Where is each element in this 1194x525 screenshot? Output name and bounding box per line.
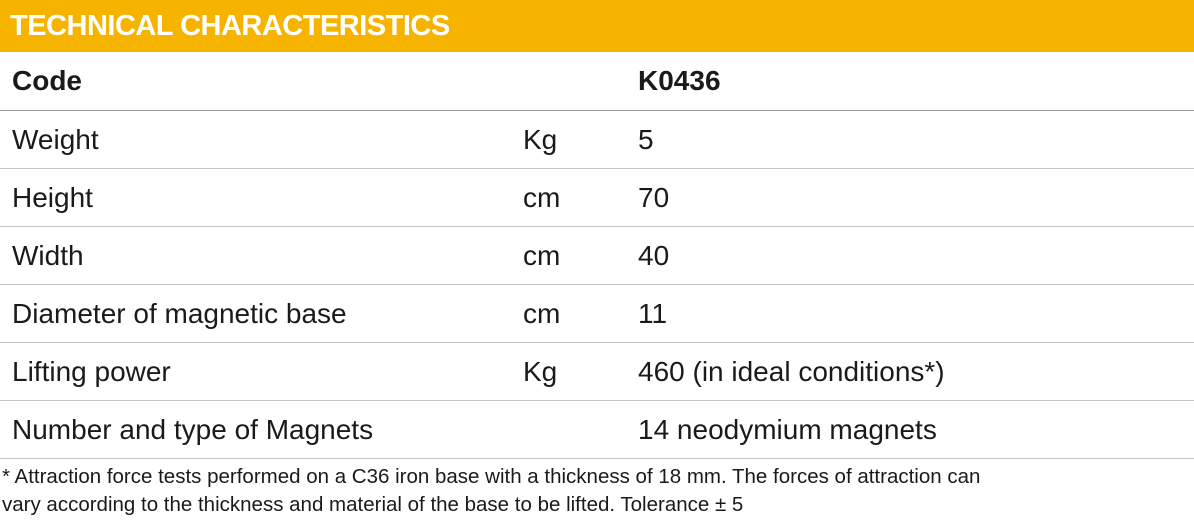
row-value: 70 — [638, 181, 670, 213]
table-row: Height cm 70 — [0, 169, 1194, 227]
row-value: 11 — [638, 297, 668, 329]
table-row: Diameter of magnetic base cm 11 — [0, 285, 1194, 343]
footnote: * Attraction force tests performed on a … — [0, 459, 1194, 519]
row-value: 460 (in ideal conditions*) — [638, 355, 945, 387]
row-label: Weight — [12, 123, 99, 155]
row-label: Lifting power — [12, 355, 171, 387]
footnote-line: vary according to the thickness and mate… — [2, 493, 744, 516]
footnote-line: * Attraction force tests performed on a … — [2, 465, 981, 488]
row-label: Number and type of Magnets — [12, 413, 374, 445]
row-value: 40 — [638, 239, 670, 271]
header-label: Code — [12, 65, 82, 96]
header-value: K0436 — [638, 65, 721, 96]
row-label: Height — [12, 181, 93, 213]
row-unit: Kg — [523, 123, 558, 155]
table-header: Code K0436 — [0, 52, 1194, 111]
table-row: Lifting power Kg 460 (in ideal conditions*… — [0, 343, 1194, 401]
table-row: Weight Kg 5 — [0, 111, 1194, 169]
section-title: TECHNICAL CHARACTERISTICS — [0, 0, 1194, 52]
table-row: Number and type of Magnets 14 neodymium m… — [0, 401, 1194, 459]
row-label: Diameter of magnetic base — [12, 297, 347, 329]
row-label: Width — [12, 239, 84, 271]
row-unit: cm — [523, 297, 561, 329]
row-value: 14 neodymium magnets — [638, 413, 937, 445]
row-value: 5 — [638, 123, 654, 155]
row-unit: cm — [523, 239, 561, 271]
row-unit: Kg — [523, 355, 558, 387]
table-row: Width cm 40 — [0, 227, 1194, 285]
spec-table: Code K0436 Weight Kg 5 Height cm 70 Width cm 40 D… — [0, 52, 1194, 459]
row-unit: cm — [523, 181, 561, 213]
